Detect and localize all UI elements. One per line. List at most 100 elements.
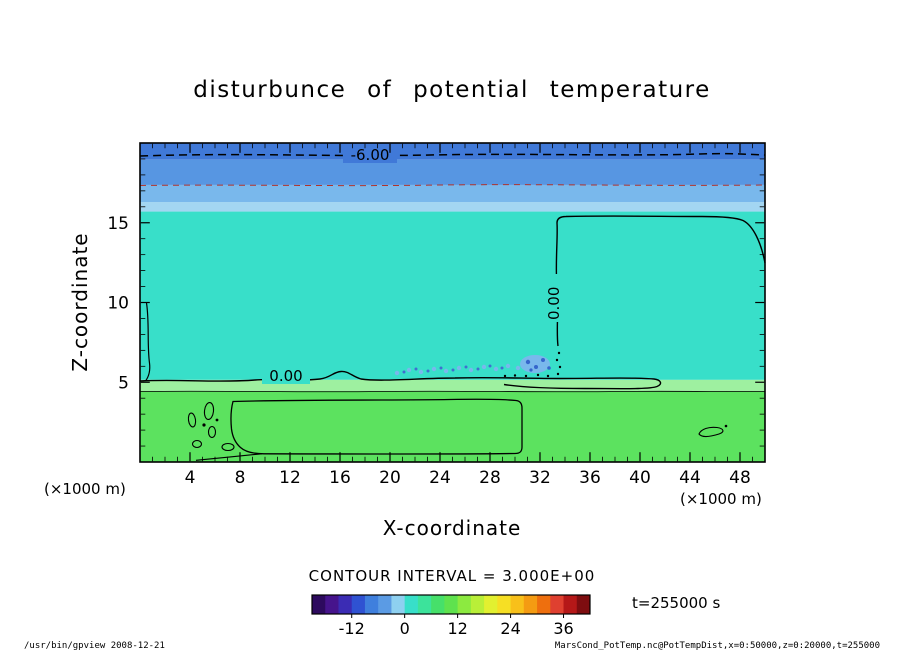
z-tick-label: 10	[107, 294, 129, 314]
x-tick-label: 12	[279, 468, 301, 488]
contour-label-bg	[262, 367, 310, 384]
speckle	[556, 372, 560, 376]
colorbar-tick-label: 12	[447, 619, 467, 638]
x-tick-label: 40	[629, 468, 651, 488]
colorbar-cell	[497, 595, 511, 614]
contour-label-minus6: -6.00	[351, 146, 390, 164]
x-tick-label: 32	[529, 468, 551, 488]
field-band	[140, 202, 765, 212]
speckle	[476, 367, 480, 371]
colorbar-cell	[417, 595, 432, 614]
footer-command-line: /usr/bin/gpview 2008-12-21	[24, 641, 165, 651]
colorbar-cell	[378, 595, 392, 614]
speckle	[402, 370, 406, 374]
speckle	[547, 366, 551, 370]
speckle	[546, 374, 550, 378]
speckle	[536, 373, 540, 377]
x-tick-label: 24	[429, 468, 451, 488]
field-band	[140, 184, 765, 203]
speckle	[529, 368, 533, 372]
contour-blob	[191, 439, 203, 449]
speckle	[524, 374, 528, 378]
colorbar-cell	[404, 595, 419, 614]
speckle	[406, 367, 412, 373]
x-tick-label: 16	[329, 468, 351, 488]
x-axis-label: X-coordinate	[382, 516, 522, 540]
speckle	[443, 368, 449, 374]
speckle	[451, 368, 455, 372]
plot-title: disturbunce of potential temperature	[193, 77, 711, 103]
speckle	[541, 358, 545, 362]
x-tick-label: 44	[679, 468, 701, 488]
x-tick-label: 48	[729, 468, 751, 488]
speckle-patch	[520, 355, 550, 373]
x-unit-right: (×1000 m)	[680, 490, 762, 508]
speckle	[456, 365, 462, 371]
speckle	[503, 374, 507, 378]
colorbar-cell	[312, 595, 326, 614]
z-tick-label: 15	[107, 214, 129, 234]
speckle	[488, 364, 492, 368]
field-band	[140, 159, 765, 185]
colorbar-cell	[325, 595, 339, 614]
x-tick-label: 36	[579, 468, 601, 488]
colorbar-tick-label: 0	[400, 619, 410, 638]
speckle	[439, 366, 443, 370]
x-tick-label: 4	[185, 468, 196, 488]
x-tick-label: 8	[235, 468, 246, 488]
colorbar-cell	[364, 595, 379, 614]
colorbar-tick-label: 24	[500, 619, 520, 638]
speckle	[481, 364, 487, 370]
contour-blob	[187, 412, 197, 428]
contour-blob	[203, 401, 215, 421]
colorbar-cell	[550, 595, 564, 614]
colorbar-cell	[537, 595, 551, 614]
contour-interval-caption: CONTOUR INTERVAL = 3.000E+00	[308, 567, 596, 585]
speckle	[426, 369, 430, 373]
colorbar-cell	[351, 595, 366, 614]
colorbar-cell	[510, 595, 525, 614]
colorbar-tick-label: -12	[339, 619, 365, 638]
contour-line-sub	[139, 390, 766, 393]
x-tick-label: 28	[479, 468, 501, 488]
field-band	[140, 211, 765, 380]
colorbar-cell	[338, 595, 353, 614]
contour-blob	[207, 425, 217, 439]
speckle	[468, 367, 474, 373]
speckle	[493, 366, 499, 372]
speckle	[418, 369, 424, 375]
contour-line-labels: -6.00 0.00 0.00	[262, 146, 563, 385]
contour-label-zero-mid: 0.00	[269, 367, 302, 385]
contour-dot	[724, 424, 728, 428]
contour-line-bottom-region	[230, 398, 523, 455]
speckle	[464, 365, 468, 369]
contour-line-minus3-dashed	[139, 184, 766, 187]
colorbar-frame	[311, 594, 591, 615]
colorbar-cell	[470, 595, 485, 614]
z-tick-label: 5	[118, 373, 129, 393]
contour-dot	[202, 423, 206, 427]
speckle	[515, 365, 521, 371]
x-unit-left: (×1000 m)	[44, 480, 126, 498]
colorbar-cell	[576, 595, 591, 614]
contour-label-bg	[343, 146, 397, 163]
speckle	[505, 363, 511, 369]
speckle	[414, 367, 418, 371]
colorbar-cell	[523, 595, 538, 614]
footer-dataset-info: MarsCond_PotTemp.nc@PotTempDist,x=0:5000…	[554, 641, 880, 651]
contour-label-zero-right: 0.00	[545, 287, 563, 320]
field-bands	[140, 143, 765, 462]
speckle	[557, 351, 561, 355]
colorbar-tick-label: 36	[553, 619, 573, 638]
colorbar-cell	[431, 595, 445, 614]
contour-blob-right	[698, 426, 724, 437]
contour-dot	[215, 418, 219, 422]
colorbar-cell	[457, 595, 472, 614]
time-label: t=255000 s	[632, 594, 721, 612]
speckle	[500, 366, 504, 370]
speckle	[534, 365, 538, 369]
speckle	[513, 374, 517, 377]
contour-label-bg	[545, 274, 562, 322]
